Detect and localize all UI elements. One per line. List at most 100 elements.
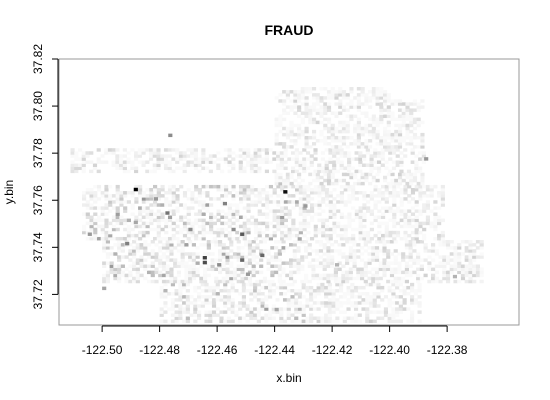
heatmap-cell xyxy=(372,319,377,324)
heatmap-cell xyxy=(295,184,300,189)
heatmap-cell xyxy=(272,209,277,213)
heatmap-cell xyxy=(347,160,352,164)
heatmap-cell xyxy=(417,319,422,324)
heatmap-cell xyxy=(302,194,307,198)
heatmap-cell xyxy=(74,166,79,171)
heatmap-cell xyxy=(105,252,110,256)
heatmap-cell xyxy=(358,157,363,161)
heatmap-cell xyxy=(316,307,321,311)
heatmap-cell xyxy=(360,276,365,281)
heatmap-cell xyxy=(145,233,150,238)
heatmap-cell xyxy=(289,264,294,268)
heatmap-cell xyxy=(353,114,358,119)
heatmap-cell xyxy=(312,117,317,122)
heatmap-cell xyxy=(130,163,135,167)
heatmap-cell xyxy=(350,319,355,324)
heatmap-cell xyxy=(134,218,139,223)
heatmap-cell xyxy=(384,200,389,204)
heatmap-cell xyxy=(332,160,337,164)
heatmap-cell xyxy=(261,157,266,161)
heatmap-cell xyxy=(108,221,113,226)
heatmap-cell xyxy=(416,105,421,109)
heatmap-cell xyxy=(242,215,247,219)
heatmap-cell xyxy=(397,181,403,186)
heatmap-cell xyxy=(270,279,275,284)
heatmap-cell xyxy=(201,151,206,155)
heatmap-cell xyxy=(362,163,367,167)
heatmap-cell xyxy=(322,264,327,268)
heatmap-cell xyxy=(190,206,195,210)
heatmap-cell xyxy=(285,261,290,265)
heatmap-cell xyxy=(394,145,399,149)
heatmap-cell xyxy=(290,282,295,287)
heatmap-cell xyxy=(369,227,374,232)
heatmap-cell xyxy=(350,166,355,171)
heatmap-cell xyxy=(205,203,210,207)
heatmap-cell xyxy=(182,166,187,171)
heatmap-cell xyxy=(105,279,110,284)
heatmap-cell xyxy=(208,313,213,317)
heatmap-cell xyxy=(334,178,339,183)
heatmap-cell xyxy=(294,316,299,320)
heatmap-cell xyxy=(309,154,314,158)
heatmap-cell xyxy=(380,310,385,314)
heatmap-cell xyxy=(328,169,333,174)
heatmap-cell xyxy=(85,187,90,192)
heatmap-cell xyxy=(171,197,176,201)
heatmap-cell xyxy=(135,243,140,247)
heatmap-cell xyxy=(279,160,284,164)
heatmap-cell xyxy=(104,230,109,235)
heatmap-cell xyxy=(259,279,264,284)
heatmap-cell xyxy=(260,307,265,311)
heatmap-cell xyxy=(442,261,447,265)
heatmap-cell xyxy=(397,252,402,256)
heatmap-cell xyxy=(393,261,398,265)
heatmap-cell xyxy=(124,273,129,278)
heatmap-cell xyxy=(298,197,303,201)
heatmap-cell xyxy=(371,178,376,183)
heatmap-cell xyxy=(315,108,320,112)
heatmap-cell xyxy=(371,87,376,91)
heatmap-cell xyxy=(409,114,414,119)
heatmap-cell xyxy=(280,209,285,213)
heatmap-cell xyxy=(190,163,195,167)
heatmap-cell xyxy=(315,276,320,281)
heatmap-cell xyxy=(316,292,321,296)
heatmap-cell xyxy=(367,270,372,275)
heatmap-cell xyxy=(332,221,337,226)
heatmap-cell xyxy=(386,261,391,265)
heatmap-cell xyxy=(320,316,325,320)
heatmap-cell xyxy=(326,181,332,186)
heatmap-cell xyxy=(420,132,425,137)
heatmap-cell xyxy=(150,264,155,268)
heatmap-cell xyxy=(163,154,169,158)
heatmap-cell xyxy=(353,313,359,317)
heatmap-cell xyxy=(335,288,340,293)
heatmap-cell xyxy=(135,249,140,253)
heatmap-cell xyxy=(348,270,353,275)
heatmap-cell xyxy=(354,151,359,155)
heatmap-cell xyxy=(255,246,260,250)
heatmap-cell xyxy=(312,132,317,137)
heatmap-cell xyxy=(242,221,247,226)
heatmap-cell xyxy=(368,282,374,287)
heatmap-cell xyxy=(201,200,206,204)
heatmap-cell xyxy=(149,227,154,232)
heatmap-cell xyxy=(287,230,292,235)
heatmap-cell xyxy=(368,310,374,314)
heatmap-cell xyxy=(161,264,167,268)
heatmap-cell xyxy=(386,105,391,109)
heatmap-cell xyxy=(249,292,254,296)
heatmap-cell xyxy=(374,273,380,278)
heatmap-cell xyxy=(335,307,340,311)
heatmap-cell xyxy=(302,160,307,164)
heatmap-cell xyxy=(326,96,332,100)
heatmap-cell xyxy=(158,249,163,253)
heatmap-cell xyxy=(376,151,382,155)
heatmap-cell xyxy=(353,139,358,143)
heatmap-cell xyxy=(201,230,206,235)
heatmap-cell xyxy=(326,105,332,109)
heatmap-cell xyxy=(312,135,317,140)
heatmap-cell xyxy=(171,184,176,189)
heatmap-cell xyxy=(333,240,338,244)
